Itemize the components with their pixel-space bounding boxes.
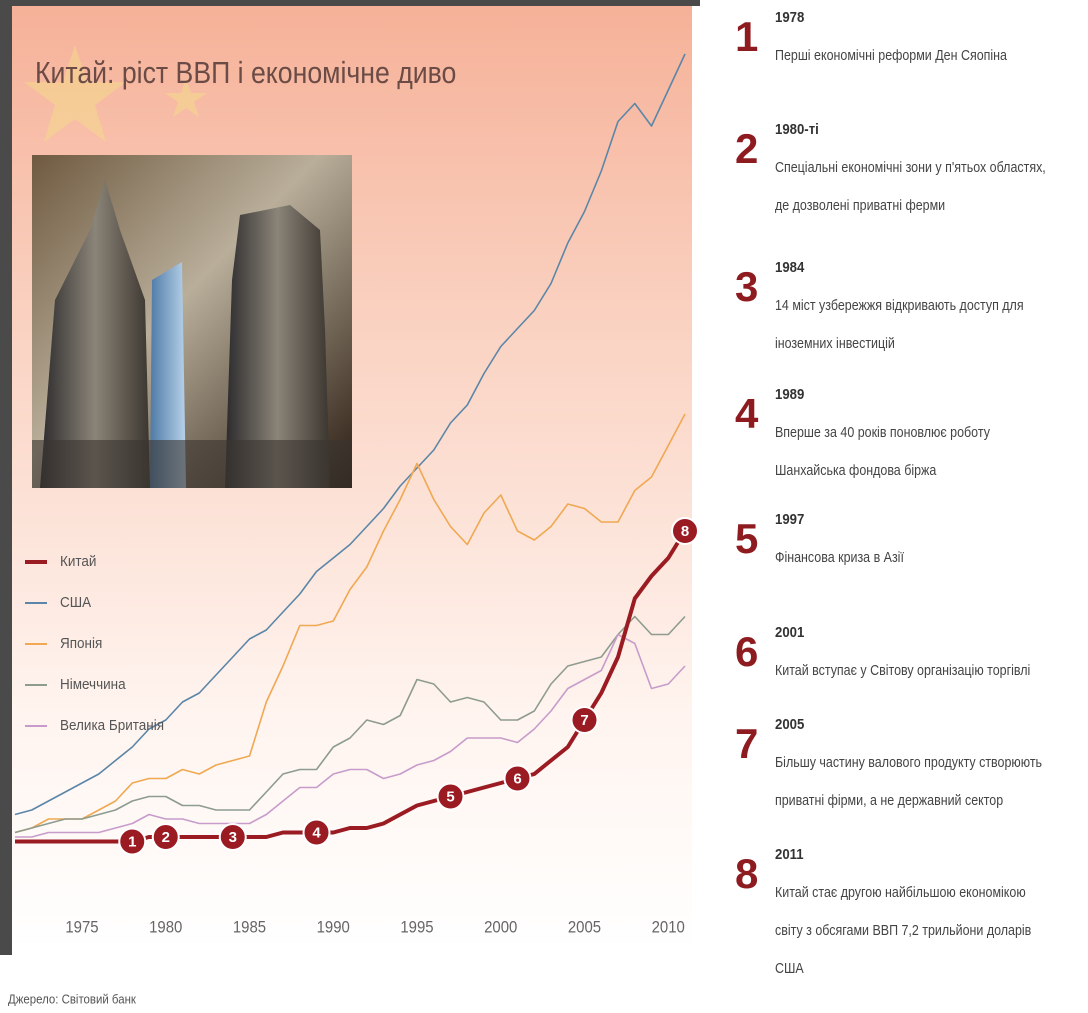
timeline-text: Шанхайська фондова біржа: [775, 462, 937, 478]
chart-title: Китай: ріст ВВП і економічне диво: [35, 56, 456, 90]
timeline-text: Фінансова криза в Азії: [775, 549, 904, 565]
timeline-text: 14 міст узбережжя відкривають доступ для: [775, 297, 1024, 313]
timeline-number: 1: [735, 13, 758, 60]
x-tick-label: 1990: [317, 919, 350, 937]
event-marker-label: 7: [580, 712, 588, 729]
timeline-text: США: [775, 960, 804, 976]
infographic: Китай: ріст ВВП і економічне диво Джерел…: [0, 0, 1088, 1013]
timeline-item: 1 1978 Перші економічні реформи Ден Сяопін…: [735, 8, 1007, 63]
timeline-item: 3 1984 14 міст узбережжя відкривають досту…: [735, 258, 1024, 351]
timeline-item: 8 2011 Китай стає другою найбільшою економ…: [735, 845, 1031, 976]
x-tick-label: 2005: [568, 919, 601, 937]
timeline-item: 4 1989 Вперше за 40 років поновлює роботу Ш…: [735, 385, 990, 478]
event-marker-label: 8: [681, 523, 689, 540]
timeline-number: 2: [735, 125, 758, 172]
x-tick-label: 2000: [484, 919, 517, 937]
timeline-item: 2 1980-ті Спеціальні економічні зони у п'я…: [735, 120, 1046, 213]
timeline-number: 3: [735, 263, 758, 310]
photo-shadow: [32, 440, 352, 488]
timeline-item: 5 1997 Фінансова криза в Азії: [735, 510, 904, 565]
event-marker-label: 1: [128, 833, 136, 850]
timeline-text: Китай вступає у Світову організацію торг…: [775, 662, 1030, 678]
timeline-item: 6 2001 Китай вступає у Світову організацію…: [735, 623, 1030, 678]
legend-label: Велика Британія: [60, 717, 164, 734]
timeline-item: 7 2005 Більшу частину валового продукту ст…: [735, 715, 1042, 808]
event-marker-label: 5: [446, 788, 454, 805]
event-marker: 3: [220, 824, 246, 850]
event-marker: 5: [438, 784, 464, 810]
event-marker-label: 2: [162, 829, 170, 846]
timeline-year: 1980-ті: [775, 120, 819, 137]
timeline-number: 5: [735, 515, 758, 562]
timeline-number: 6: [735, 628, 758, 675]
page: {"chart_data": { "type": "line", "title"…: [0, 0, 1088, 1013]
timeline-text: де дозволені приватні ферми: [775, 197, 945, 213]
legend-label: Китай: [60, 553, 96, 570]
timeline-number: 7: [735, 720, 758, 767]
event-marker: 7: [572, 707, 598, 733]
timeline-text: Спеціальні економічні зони у п'ятьох обл…: [775, 159, 1046, 175]
legend-label: Японія: [60, 635, 102, 652]
timeline-text: Більшу частину валового продукту створюю…: [775, 754, 1042, 770]
event-marker-label: 4: [312, 824, 321, 841]
timeline-text: приватні фірми, а не державний сектор: [775, 792, 1003, 808]
timeline: 1 1978 Перші економічні реформи Ден Сяопін…: [735, 8, 1046, 976]
photo: [32, 155, 352, 488]
x-tick-label: 2010: [652, 919, 685, 937]
timeline-year: 1978: [775, 8, 804, 25]
timeline-number: 4: [735, 390, 759, 437]
legend-label: США: [60, 594, 92, 611]
event-marker: 4: [304, 820, 330, 846]
x-tick-label: 1980: [149, 919, 182, 937]
timeline-text: світу з обсягами ВВП 7,2 трильйони долар…: [775, 922, 1031, 938]
timeline-year: 2011: [775, 845, 804, 862]
timeline-year: 2005: [775, 715, 804, 732]
timeline-year: 2001: [775, 623, 804, 640]
x-tick-label: 1975: [65, 919, 98, 937]
event-marker: 8: [672, 518, 698, 544]
event-marker: 6: [505, 766, 531, 792]
timeline-year: 1984: [775, 258, 804, 275]
frame-top: [0, 0, 700, 6]
timeline-year: 1997: [775, 510, 804, 527]
x-tick-label: 1995: [400, 919, 433, 937]
event-marker-label: 6: [513, 770, 521, 787]
timeline-text: іноземних інвестицій: [775, 335, 895, 351]
timeline-text: Вперше за 40 років поновлює роботу: [775, 424, 990, 440]
timeline-number: 8: [735, 850, 758, 897]
event-marker: 2: [153, 824, 179, 850]
source-note: Джерело: Світовий банк: [8, 992, 136, 1007]
legend-label: Німеччина: [60, 676, 126, 693]
event-marker-label: 3: [229, 829, 237, 846]
timeline-text: Китай стає другою найбільшою економікою: [775, 884, 1026, 900]
x-tick-label: 1985: [233, 919, 266, 937]
frame-left: [0, 0, 12, 955]
event-marker: 1: [119, 829, 145, 855]
timeline-text: Перші економічні реформи Ден Сяопіна: [775, 47, 1007, 63]
timeline-year: 1989: [775, 385, 804, 402]
